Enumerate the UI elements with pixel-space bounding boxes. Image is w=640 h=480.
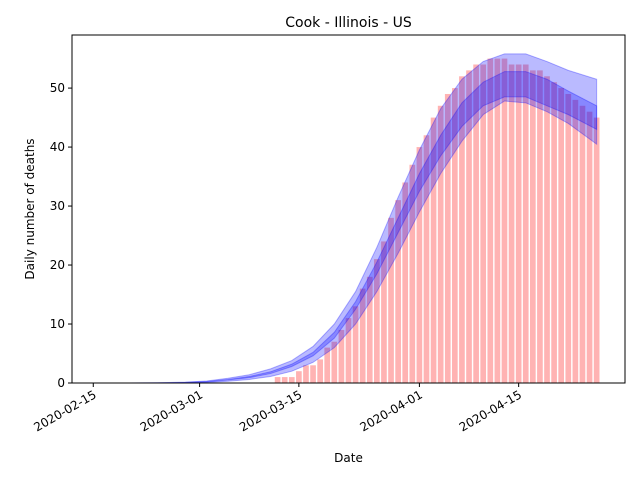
- chart-title: Cook - Illinois - US: [285, 15, 412, 31]
- bar: [331, 341, 338, 383]
- bar: [522, 64, 529, 384]
- bar: [366, 276, 373, 383]
- bar: [501, 58, 508, 384]
- y-axis: 0 10 20 30 40 50: [50, 81, 72, 390]
- bar: [515, 64, 522, 384]
- bar: [409, 164, 416, 383]
- bar: [444, 93, 451, 383]
- bar: [296, 371, 302, 383]
- bar: [430, 117, 437, 383]
- bar: [317, 359, 323, 383]
- bar: [437, 105, 444, 383]
- y-tick-label: 20: [50, 258, 65, 272]
- bar: [544, 76, 550, 383]
- bar: [551, 82, 557, 383]
- bar: [494, 58, 501, 384]
- y-tick-label: 0: [57, 376, 65, 390]
- uncertainty-band: [128, 53, 598, 384]
- bar: [310, 365, 316, 383]
- bar: [388, 217, 394, 383]
- bar: [579, 105, 586, 383]
- bar: [274, 377, 281, 383]
- bar: [480, 64, 487, 384]
- bar: [558, 88, 565, 383]
- bar: [374, 259, 380, 383]
- bar: [423, 135, 430, 383]
- bar: [345, 318, 352, 383]
- bar: [459, 76, 465, 383]
- y-axis-title: Daily number of deaths: [23, 138, 37, 279]
- bar: [352, 306, 359, 383]
- bar: [537, 70, 543, 383]
- bar: [565, 93, 572, 383]
- y-tick-label: 50: [50, 81, 65, 95]
- bar: [395, 200, 401, 383]
- bar-series: [274, 58, 600, 384]
- bar: [281, 377, 288, 383]
- y-tick-label: 10: [50, 317, 65, 331]
- y-tick-label: 40: [50, 140, 65, 154]
- bar: [466, 70, 472, 383]
- bar: [288, 377, 295, 383]
- bar: [303, 365, 309, 383]
- bar: [324, 347, 331, 383]
- bar: [381, 241, 387, 383]
- plot-frame: [71, 34, 626, 384]
- x-axis-title: Date: [334, 451, 363, 465]
- band-series: [128, 53, 598, 384]
- bar: [473, 64, 479, 384]
- uncertainty-band: [128, 71, 598, 384]
- bar: [452, 88, 458, 383]
- bar: [359, 288, 366, 383]
- bar: [593, 117, 600, 383]
- bar: [586, 111, 593, 384]
- bar: [416, 147, 423, 383]
- bar: [338, 329, 345, 383]
- bar: [402, 182, 409, 383]
- bar: [530, 70, 536, 383]
- y-tick-label: 30: [50, 199, 65, 213]
- bar: [572, 99, 579, 383]
- bar: [508, 64, 515, 384]
- bar: [487, 58, 494, 384]
